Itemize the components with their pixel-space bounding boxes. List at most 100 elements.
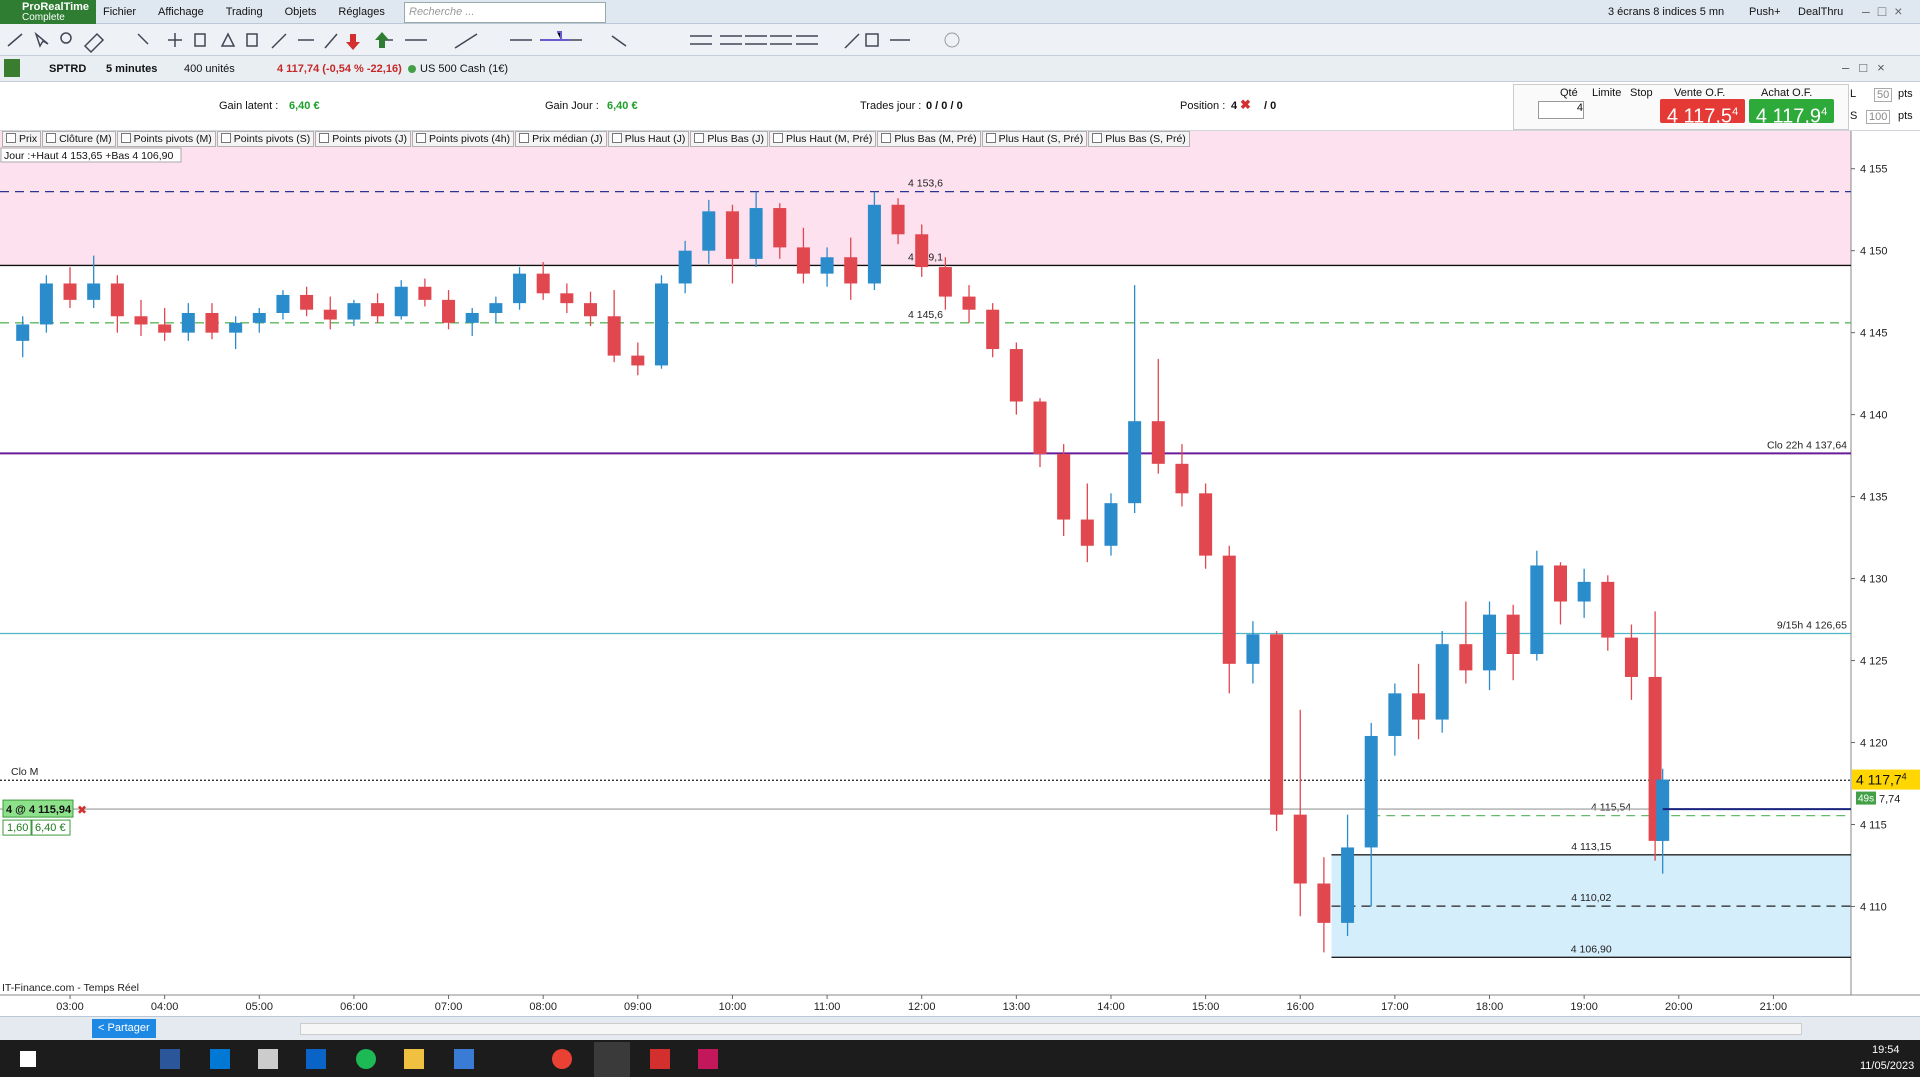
candle-body: [442, 299, 456, 323]
indicator-toggle[interactable]: Plus Haut (J): [607, 131, 690, 147]
app-icon[interactable]: [454, 1049, 474, 1069]
s-pts[interactable]: 100: [1866, 110, 1891, 124]
candle-body: [252, 312, 266, 323]
sell-button[interactable]: 4 117,54: [1660, 99, 1745, 128]
limit[interactable]: Limite: [1592, 87, 1622, 99]
indicator-label: Plus Bas (M, Pré): [894, 133, 977, 145]
app-icon[interactable]: [356, 1049, 376, 1069]
checkbox[interactable]: [985, 133, 996, 143]
candle-body: [1435, 644, 1449, 720]
app-icon[interactable]: [404, 1049, 424, 1069]
x-tick-label: 17:00: [1381, 1001, 1409, 1013]
top-right-1[interactable]: 3 écrans 8 indices 5 mn: [1608, 6, 1725, 18]
app-icon-active[interactable]: [594, 1042, 630, 1077]
checkbox[interactable]: [519, 133, 530, 143]
checkbox[interactable]: [46, 133, 57, 143]
checkbox[interactable]: [694, 133, 705, 143]
candle-body: [39, 283, 53, 325]
start-button[interactable]: [20, 1051, 36, 1067]
app-icon[interactable]: [210, 1049, 230, 1069]
candle-body: [631, 355, 645, 366]
checkbox[interactable]: [220, 133, 231, 143]
candle-body: [1293, 814, 1307, 884]
menu-item[interactable]: Fichier: [103, 6, 137, 18]
instrument-bar: SPTRD 5 minutes 400 unités 4 117,74 (-0,…: [0, 56, 1920, 82]
buy-button[interactable]: 4 117,94: [1749, 99, 1834, 128]
candle-body: [158, 324, 172, 333]
app-icon[interactable]: [650, 1049, 670, 1069]
period[interactable]: 5 minutes: [106, 63, 158, 75]
checkbox[interactable]: [120, 133, 131, 143]
checkbox[interactable]: [1092, 133, 1103, 143]
checkbox[interactable]: [6, 133, 16, 143]
indicator-label: Clôture (M): [59, 133, 112, 145]
indicator-toggle[interactable]: Points pivots (J): [315, 131, 411, 147]
indicator-toggle[interactable]: Plus Haut (M, Pré): [768, 131, 877, 147]
indicator-toggle[interactable]: Points pivots (M): [116, 131, 216, 147]
candle-body: [87, 283, 101, 300]
checkbox[interactable]: [611, 133, 622, 143]
candle-body: [654, 283, 668, 366]
l-pts[interactable]: 50: [1874, 88, 1893, 102]
search-box[interactable]: Recherche ...: [404, 2, 606, 23]
indicator-toggle[interactable]: Plus Bas (S, Pré): [1088, 131, 1190, 147]
chart-window-controls[interactable]: –□×: [1842, 60, 1895, 75]
y-tick-label: 4 135: [1860, 492, 1888, 504]
indicator-toggle[interactable]: Prix médian (J): [515, 131, 607, 147]
app-icon[interactable]: [160, 1049, 180, 1069]
candle-body: [1175, 463, 1189, 494]
checkbox[interactable]: [881, 133, 892, 143]
candle-body: [796, 247, 810, 274]
menu-item[interactable]: Réglages: [338, 6, 385, 18]
indicator-toggle[interactable]: Plus Bas (J): [690, 131, 768, 147]
candle-body: [773, 208, 787, 248]
source: IT-Finance.com - Temps Réel: [2, 982, 139, 994]
scrollbar[interactable]: [300, 1023, 1802, 1035]
candle-body: [725, 211, 739, 259]
symbol[interactable]: SPTRD: [49, 63, 87, 75]
candle-body: [986, 309, 1000, 350]
indicator-toggle[interactable]: Plus Bas (M, Pré): [877, 131, 981, 147]
window-controls[interactable]: –□×: [1862, 3, 1911, 19]
checkbox[interactable]: [772, 133, 783, 143]
toolbar: [0, 24, 1920, 56]
indicator-toggle[interactable]: Points pivots (4h): [411, 131, 515, 147]
indicator-toggle[interactable]: Plus Haut (S, Pré): [981, 131, 1088, 147]
menu-item[interactable]: Affichage: [158, 6, 204, 18]
units[interactable]: 400 unités: [184, 63, 235, 75]
level-label: 4 113,15: [1571, 841, 1611, 853]
stop[interactable]: Stop: [1630, 87, 1653, 99]
checkbox[interactable]: [415, 133, 426, 143]
app-icon[interactable]: [258, 1049, 278, 1069]
candle-body: [702, 211, 716, 251]
app-icon[interactable]: [306, 1049, 326, 1069]
app-icon[interactable]: [698, 1049, 718, 1069]
menu-item[interactable]: Trading: [225, 6, 263, 18]
candle-body: [205, 312, 219, 333]
tool-icons[interactable]: [0, 24, 960, 56]
qty-input[interactable]: 4: [1538, 101, 1584, 119]
share-button[interactable]: < Partager: [92, 1019, 156, 1038]
checkbox[interactable]: [319, 133, 330, 143]
top-right-3[interactable]: DealThru: [1798, 6, 1844, 18]
close-icon[interactable]: ✖: [1240, 97, 1251, 112]
menu-bar: ProRealTime Complete Fichier Affichage Tra…: [0, 0, 1920, 24]
day-range: Jour :+Haut 4 153,65 +Bas 4 106,90: [4, 150, 173, 162]
x-tick-label: 07:00: [435, 1001, 463, 1013]
candle-body: [63, 283, 77, 300]
app-icon[interactable]: [552, 1049, 572, 1069]
l: L: [1850, 88, 1857, 100]
menu-item[interactable]: Objets: [284, 6, 317, 18]
timer-box: [1856, 791, 1876, 805]
info-bar: Gain latent : 6,40 € Gain Jour : 6,40 € …: [0, 82, 1920, 131]
indicator-toggle[interactable]: Points pivots (S): [216, 131, 315, 147]
buy-sup: 4: [1821, 106, 1828, 118]
top-right-2[interactable]: Push+: [1749, 6, 1781, 18]
x-tick-label: 13:00: [1003, 1001, 1031, 1013]
candle-body: [1057, 453, 1071, 520]
indicator-label: Plus Bas (S, Pré): [1105, 133, 1186, 145]
candle-body: [110, 283, 124, 317]
indicator-toggle[interactable]: Clôture (M): [42, 131, 116, 147]
last-price-sup: 4: [1902, 772, 1907, 782]
indicator-toggle[interactable]: Prix: [2, 131, 42, 147]
